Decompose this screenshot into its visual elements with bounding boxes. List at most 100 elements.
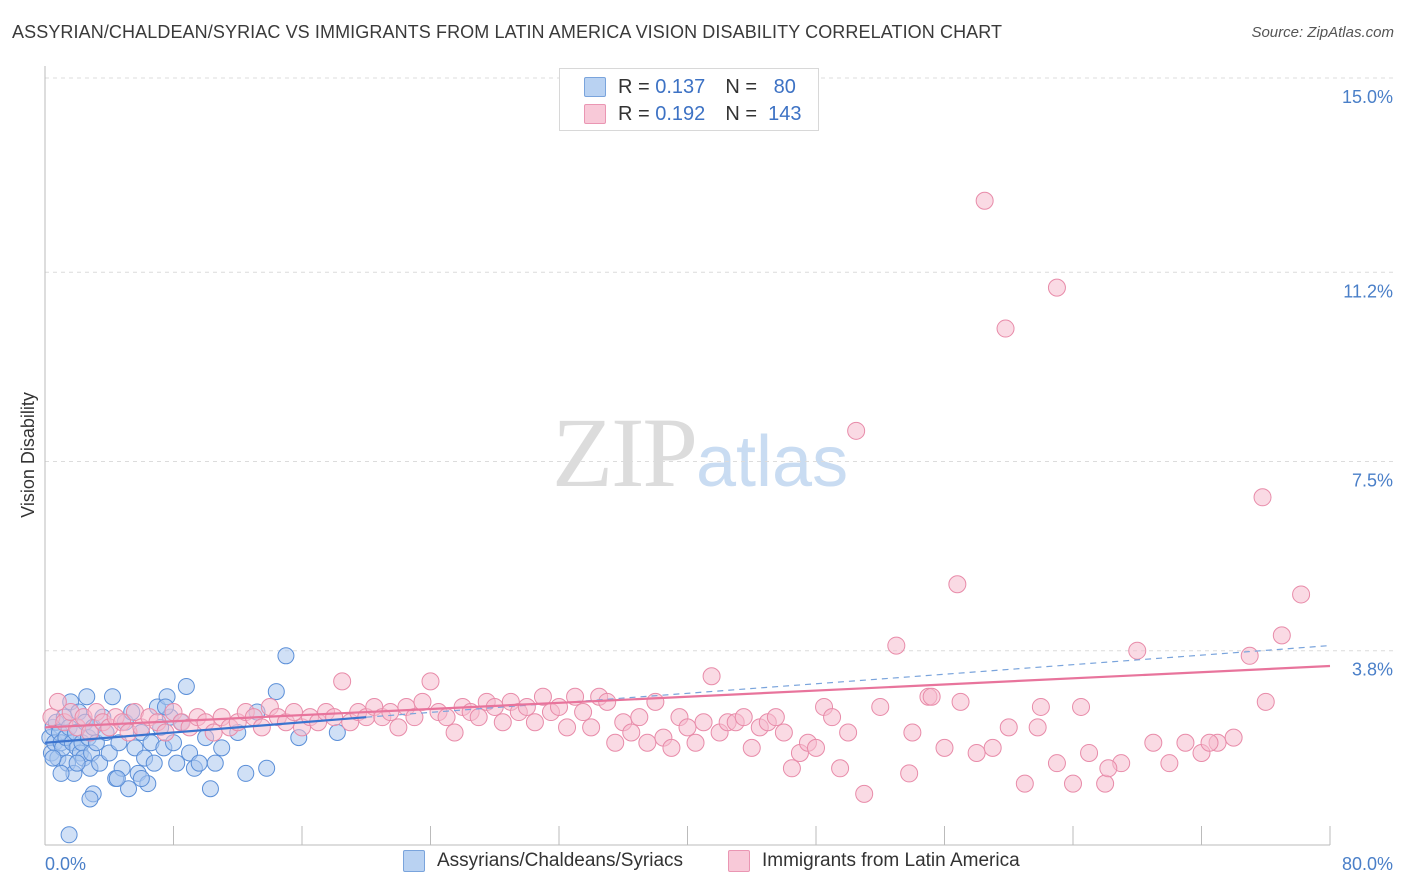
data-point-latin	[413, 692, 432, 711]
trend-line-latin	[44, 664, 1331, 729]
data-point-latin	[1080, 743, 1099, 762]
series-assyrian-points	[41, 647, 346, 844]
data-point-latin	[1031, 697, 1050, 716]
data-point-latin	[284, 703, 303, 722]
legend-swatch-pink	[584, 104, 606, 124]
data-point-latin	[847, 421, 866, 440]
legend-n-label: N =	[725, 75, 757, 98]
data-point-latin	[1028, 718, 1047, 737]
series-latin-america-points	[42, 191, 1311, 803]
grid-lines	[45, 77, 1395, 652]
legend-row-latin: R = 0.192 N = 143	[584, 102, 802, 126]
data-point-latin	[935, 738, 954, 757]
bottom-legend-swatch-blue	[403, 850, 425, 872]
data-point-latin	[1256, 692, 1275, 711]
data-point-latin	[983, 738, 1002, 757]
data-point-latin	[967, 743, 986, 762]
data-point-latin	[582, 718, 601, 737]
legend-row-assyrian: R = 0.137 N = 80	[584, 75, 796, 99]
data-point-latin	[80, 723, 99, 742]
data-point-latin	[855, 784, 874, 803]
y-tick-label: 11.2%	[1343, 281, 1393, 301]
watermark-zip: ZIP	[552, 397, 698, 508]
data-point-latin	[999, 718, 1018, 737]
data-point-latin	[1144, 733, 1163, 752]
data-point-latin	[766, 708, 785, 727]
legend-swatch-blue	[584, 77, 606, 97]
data-point-latin	[742, 738, 761, 757]
y-tick-label: 7.5%	[1352, 471, 1393, 491]
data-point-latin	[405, 708, 424, 727]
legend-n-value: 143	[768, 102, 802, 125]
data-point-latin	[533, 687, 552, 706]
data-point-assyrian	[267, 683, 285, 701]
tick-labels: 3.8% 7.5% 11.2% 15.0% 0.0% 80.0% Vision Disabi…	[18, 87, 1393, 874]
y-axis-title: Vision Disability	[18, 392, 38, 518]
data-point-latin	[948, 575, 967, 594]
data-point-latin	[574, 703, 593, 722]
data-point-latin	[333, 672, 352, 691]
trend-line-dashed	[366, 644, 1331, 718]
data-point-latin	[1200, 733, 1219, 752]
data-point-assyrian	[177, 677, 195, 695]
legend-r-label: R =	[618, 75, 650, 98]
data-point-assyrian	[81, 790, 99, 808]
data-point-latin	[1015, 774, 1034, 793]
data-point-assyrian	[52, 764, 70, 782]
data-point-latin	[1292, 585, 1311, 604]
data-point-latin	[662, 738, 681, 757]
y-tick-label: 15.0%	[1342, 87, 1393, 107]
data-point-latin	[831, 759, 850, 778]
y-tick-label: 3.8%	[1352, 660, 1393, 680]
data-point-latin	[1224, 728, 1243, 747]
data-point-latin	[900, 764, 919, 783]
data-point-latin	[975, 191, 994, 210]
data-point-assyrian	[68, 754, 86, 772]
data-point-latin	[252, 718, 271, 737]
bottom-legend-swatch-pink	[728, 850, 750, 872]
bottom-legend-label: Assyrians/Chaldeans/Syriacs	[437, 850, 684, 871]
legend: R = 0.137 N = 80 R = 0.192 N = 143	[559, 68, 819, 131]
data-point-latin	[922, 687, 941, 706]
data-point-assyrian	[201, 780, 219, 798]
data-point-latin	[469, 708, 488, 727]
data-point-latin	[389, 718, 408, 737]
data-point-latin	[1253, 488, 1272, 507]
data-point-assyrian	[44, 749, 62, 767]
data-point-latin	[421, 672, 440, 691]
data-point-assyrian	[206, 754, 224, 772]
data-point-latin	[1064, 774, 1082, 793]
data-point-latin	[517, 697, 536, 716]
data-point-assyrian	[237, 764, 255, 782]
data-point-latin	[622, 723, 641, 742]
data-point-assyrian	[213, 739, 231, 757]
data-point-latin	[1047, 278, 1066, 297]
data-point-latin	[638, 733, 657, 752]
data-point-latin	[1240, 646, 1259, 665]
data-point-latin	[1047, 754, 1066, 773]
legend-r-value: 0.137	[655, 75, 706, 98]
data-point-assyrian	[168, 754, 186, 772]
data-point-latin	[996, 319, 1015, 338]
data-point-latin	[325, 708, 344, 727]
trend-lines	[44, 644, 1331, 744]
data-point-latin	[702, 667, 721, 686]
data-point-assyrian	[132, 770, 150, 788]
data-point-latin	[839, 723, 858, 742]
legend-r-label: R =	[618, 102, 650, 125]
data-point-assyrian	[120, 780, 138, 798]
data-point-latin	[1099, 759, 1118, 778]
data-point-latin	[1072, 697, 1091, 716]
legend-n-label: N =	[725, 102, 757, 125]
bottom-legend-label: Immigrants from Latin America	[762, 850, 1020, 871]
data-point-assyrian	[78, 688, 96, 706]
data-point-latin	[774, 723, 793, 742]
data-point-latin	[1160, 754, 1179, 773]
data-point-latin	[1096, 774, 1115, 793]
data-point-assyrian	[277, 647, 295, 665]
data-point-latin	[1176, 733, 1195, 752]
data-point-latin	[525, 713, 544, 732]
data-point-latin	[686, 733, 705, 752]
data-point-assyrian	[108, 770, 126, 788]
